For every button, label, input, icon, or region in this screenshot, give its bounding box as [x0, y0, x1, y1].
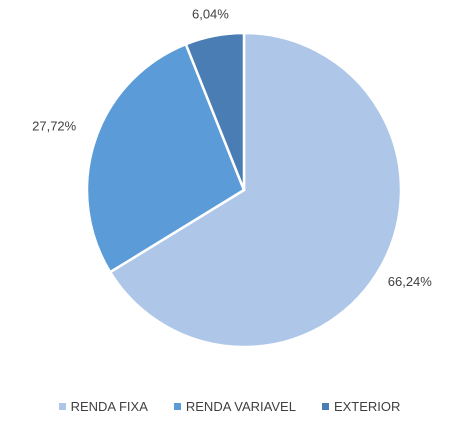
legend-swatch [58, 403, 66, 410]
legend-swatch [321, 403, 329, 410]
pie-slice [85, 42, 246, 274]
chart: 66,24% 27,72% 6,04% [32, 7, 433, 349]
legend-label: RENDA FIXA [70, 399, 148, 414]
legend-item: EXTERIOR [321, 399, 401, 414]
legend-item: RENDA VARIAVEL [173, 399, 296, 414]
legend-label: RENDA VARIAVEL [185, 399, 296, 414]
legend-swatch [173, 403, 181, 410]
data-label: 66,24% [388, 274, 433, 289]
data-label: 6,04% [192, 7, 229, 22]
legend: RENDA FIXA RENDA VARIAVEL EXTERIOR [0, 399, 459, 414]
legend-label: EXTERIOR [333, 399, 401, 414]
legend-item: RENDA FIXA [58, 399, 148, 414]
pie-slice [108, 31, 403, 349]
data-label: 27,72% [32, 118, 77, 133]
pie-slice [184, 31, 246, 191]
